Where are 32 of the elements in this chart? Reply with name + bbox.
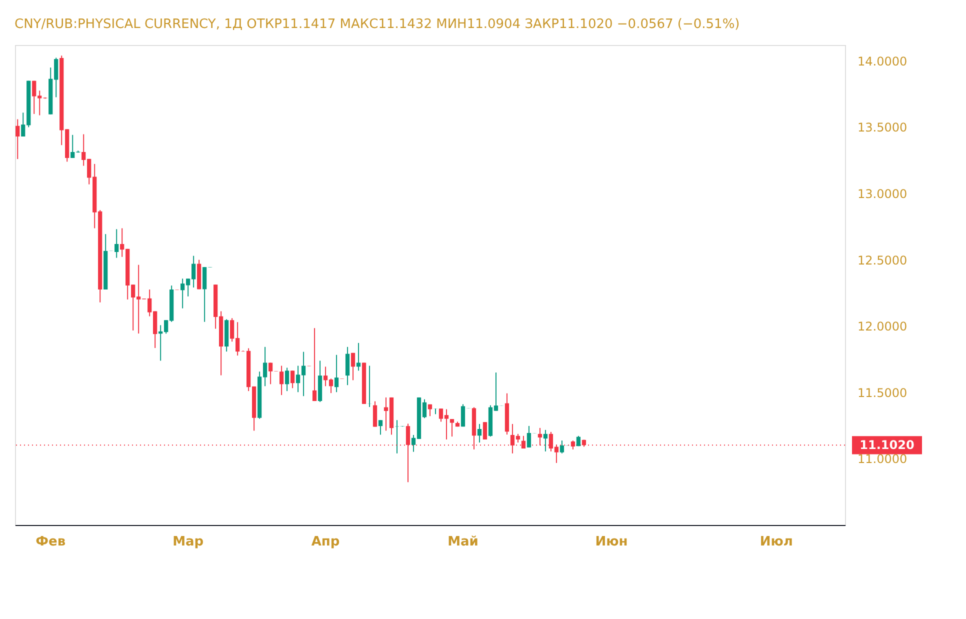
y-tick-label: 11.0000 <box>858 452 908 466</box>
candlestick <box>372 400 378 428</box>
y-tick-label: 12.5000 <box>858 253 908 268</box>
candlestick <box>312 328 317 402</box>
candlestick <box>114 228 119 258</box>
x-tick-label: Июн <box>595 534 628 550</box>
candlestick <box>356 342 361 372</box>
x-tick-label: Мар <box>172 534 204 550</box>
candlestick <box>345 346 350 386</box>
candlestick <box>334 354 339 393</box>
x-tick-label: Июл <box>760 534 793 550</box>
y-tick-label: 14.0000 <box>858 54 908 68</box>
ref-line-label: 11.1020 <box>860 438 914 452</box>
candlestick <box>16 118 20 160</box>
x-tick-label: Май <box>448 534 478 550</box>
y-tick-label: 13.0000 <box>858 187 908 202</box>
y-tick-label: 13.5000 <box>858 120 908 135</box>
y-tick-label: 11.5000 <box>858 386 908 400</box>
candlestick <box>284 367 290 392</box>
candlestick <box>477 423 482 444</box>
candlestick <box>350 352 356 381</box>
candlestick <box>560 440 564 454</box>
candlestick <box>378 420 383 436</box>
candlestick <box>450 418 454 438</box>
candlestick <box>543 429 548 452</box>
candlestick <box>290 370 295 389</box>
chart-title: CNY/RUB:PHYSICAL CURRENCY, 1Д ОТКР11.1417 МАКС11.1432 МИН11.0904 ЗАКР11.1020 −0.0567 (−0.51%) <box>14 17 740 32</box>
candlestick <box>482 422 488 440</box>
x-tick-label: Фев <box>36 534 66 550</box>
x-tick-label: Апр <box>311 534 340 550</box>
y-tick-label: 12.0000 <box>858 320 908 334</box>
candlestick <box>279 365 284 396</box>
